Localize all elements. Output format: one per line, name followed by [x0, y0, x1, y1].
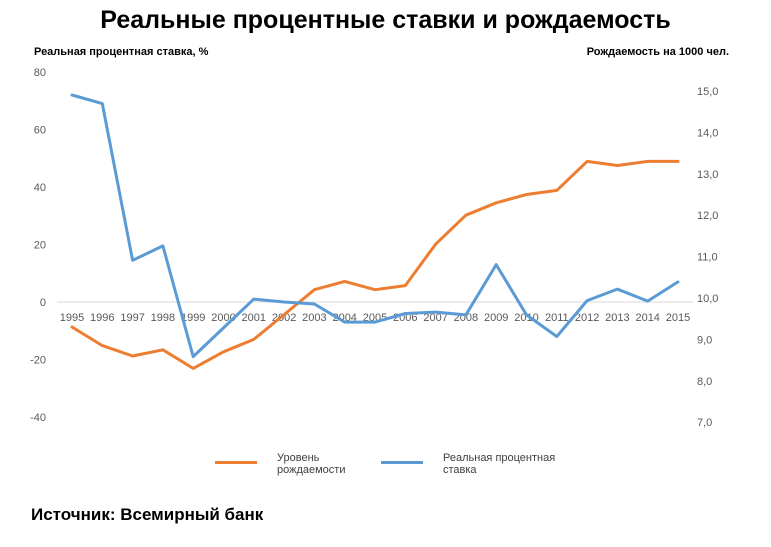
x-tick-label: 2011	[545, 312, 569, 324]
y-left-tick-label: 60	[34, 125, 46, 137]
x-tick-label: 2012	[575, 312, 599, 324]
y-right-tick-label: 13,0	[697, 169, 718, 181]
series-line-birth-rate	[70, 159, 680, 370]
y-left-tick-label: 80	[34, 67, 46, 79]
source-note: Источник: Всемирный банк	[31, 505, 264, 524]
y-right-tick-label: 15,0	[697, 86, 718, 98]
legend-label-interest-rate: Реальная процентная ставка	[443, 452, 556, 476]
left-axis-title: Реальная процентная ставка, %	[34, 46, 209, 58]
y-right-tick-label: 10,0	[697, 293, 718, 305]
x-tick-label: 1995	[60, 312, 84, 324]
series-line-interest-rate	[70, 93, 680, 359]
x-tick-label: 2001	[242, 312, 266, 324]
x-tick-label: 1999	[181, 312, 205, 324]
legend-label-birth-rate: Уровень рождаемости	[277, 452, 346, 476]
right-axis-title: Рождаемость на 1000 чел.	[586, 46, 729, 58]
chart-plot: 80 60 40 20 0 -20 -40 15,0 14,0 13,0 12,0 11,0 10,0 9…	[30, 67, 718, 429]
x-tick-label: 2009	[484, 312, 508, 324]
y-left-tick-label: -20	[30, 355, 46, 367]
y-right-tick-label: 8,0	[697, 376, 712, 388]
legend-item-interest-rate: Реальная процентная ставка	[381, 452, 583, 476]
y-right-tick-label: 14,0	[697, 127, 718, 139]
y-right-tick-label: 9,0	[697, 334, 712, 346]
chart-title: Реальные процентные ставки и рождаемость	[100, 6, 671, 34]
x-tick-label: 2014	[635, 312, 659, 324]
y-left-tick-label: 40	[34, 182, 46, 194]
x-tick-label: 1997	[120, 312, 144, 324]
x-tick-label: 1998	[151, 312, 175, 324]
y-left-tick-label: 0	[40, 297, 46, 309]
x-tick-label: 1996	[90, 312, 114, 324]
x-tick-label: 2015	[666, 312, 690, 324]
legend-swatch-birth-rate	[215, 461, 257, 464]
x-tick-label: 2003	[302, 312, 326, 324]
legend-swatch-interest-rate	[381, 461, 423, 464]
x-tick-label: 2007	[423, 312, 447, 324]
y-right-tick-label: 11,0	[697, 252, 718, 264]
y-left-tick-label: 20	[34, 240, 46, 252]
y-right-tick-label: 12,0	[697, 210, 718, 222]
y-left-tick-label: -40	[30, 412, 46, 424]
legend-item-birth-rate: Уровень рождаемости	[215, 452, 417, 476]
chart-legend: Уровень рождаемости Реальная процентная ст…	[0, 452, 771, 482]
x-tick-label: 2013	[605, 312, 629, 324]
y-right-tick-label: 7,0	[697, 417, 712, 429]
